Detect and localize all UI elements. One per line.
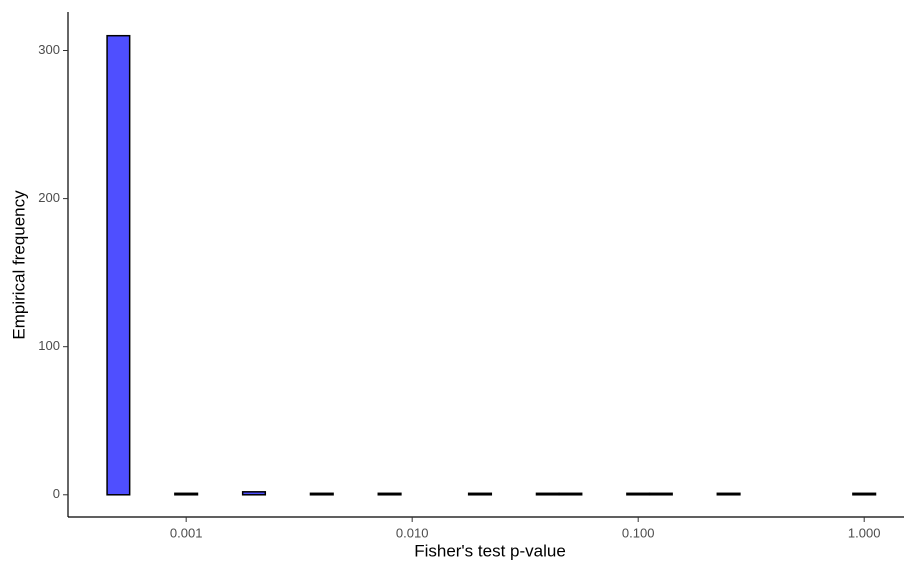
x-tick-label: 0.001	[170, 525, 203, 540]
y-tick-label: 0	[53, 486, 60, 501]
x-tick-label: 0.100	[622, 525, 655, 540]
bar	[535, 492, 560, 496]
bar	[377, 492, 402, 496]
y-axis-title: Empirical frequency	[9, 190, 28, 340]
bar	[309, 492, 334, 496]
bar	[174, 492, 199, 496]
bar	[716, 492, 741, 496]
bar	[467, 492, 493, 496]
bar	[106, 34, 131, 496]
x-tick-label: 1.000	[848, 525, 881, 540]
y-tick-label: 100	[38, 338, 60, 353]
y-tick-label: 300	[38, 42, 60, 57]
x-axis-title: Fisher's test p-value	[414, 541, 566, 560]
x-tick-label: 0.010	[396, 525, 429, 540]
bar	[626, 492, 651, 496]
bar	[852, 492, 877, 496]
bar	[648, 492, 673, 496]
bar	[558, 492, 583, 496]
y-tick-label: 200	[38, 190, 60, 205]
bar	[241, 491, 267, 496]
